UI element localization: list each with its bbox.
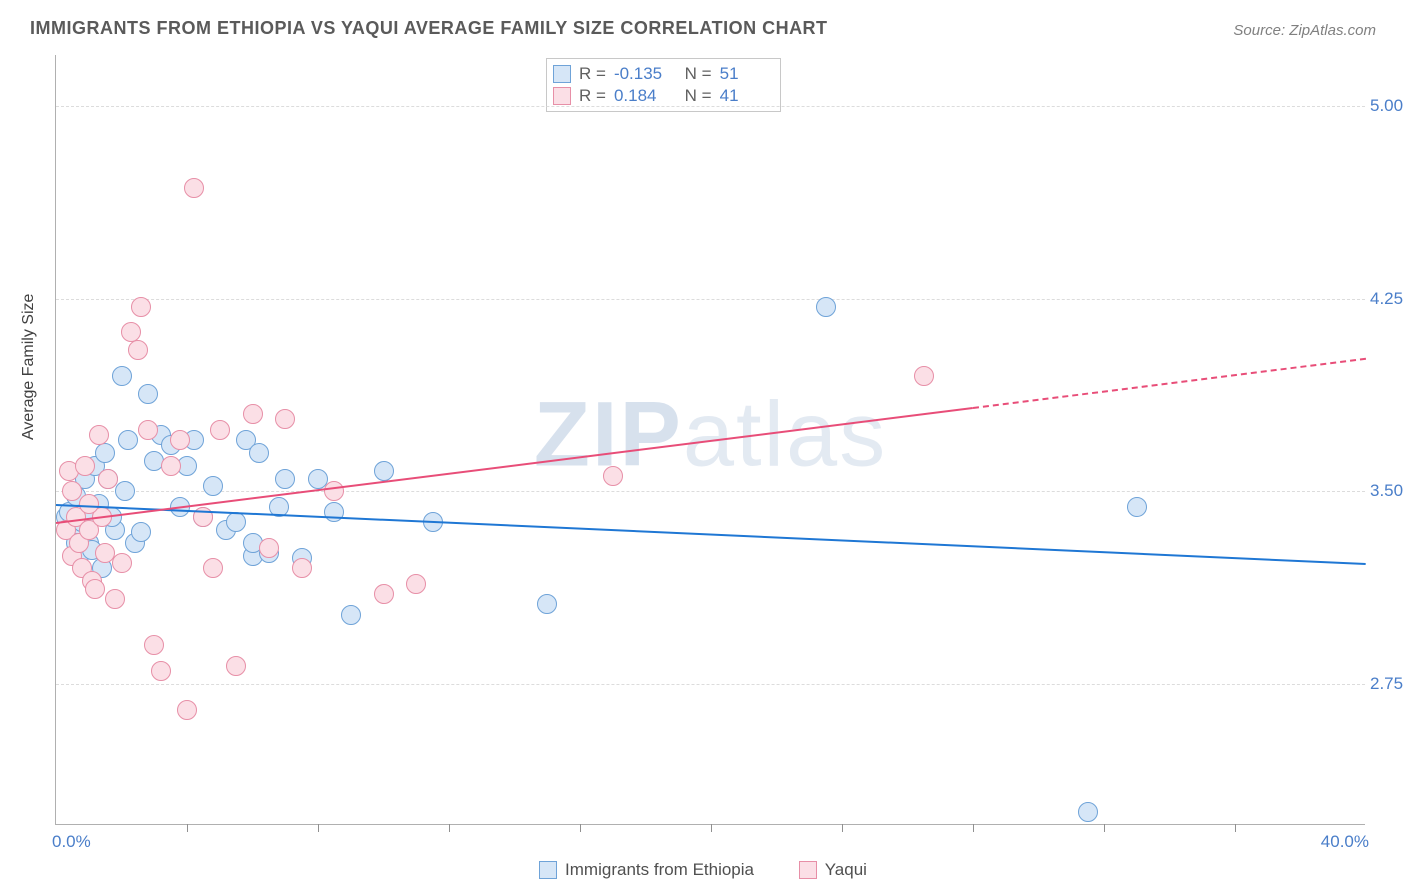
scatter-point-ethiopia xyxy=(112,366,132,386)
y-tick-label: 4.25 xyxy=(1370,289,1406,309)
r-label: R = xyxy=(579,86,606,106)
stats-row-yaqui: R = 0.184 N = 41 xyxy=(553,85,770,107)
scatter-point-yaqui xyxy=(85,579,105,599)
scatter-point-yaqui xyxy=(243,404,263,424)
scatter-point-yaqui xyxy=(75,456,95,476)
bottom-legend: Immigrants from Ethiopia Yaqui xyxy=(0,860,1406,884)
plot-area: ZIPatlas R = -0.135 N = 51 R = 0.184 N =… xyxy=(55,55,1365,825)
x-tick xyxy=(318,824,319,832)
scatter-point-yaqui xyxy=(603,466,623,486)
scatter-point-yaqui xyxy=(112,553,132,573)
y-tick-label: 5.00 xyxy=(1370,96,1406,116)
source-prefix: Source: xyxy=(1233,22,1285,39)
scatter-point-ethiopia xyxy=(249,443,269,463)
y-tick-label: 2.75 xyxy=(1370,674,1406,694)
x-axis-start-label: 0.0% xyxy=(52,832,91,852)
x-tick xyxy=(449,824,450,832)
scatter-point-ethiopia xyxy=(1127,497,1147,517)
scatter-point-yaqui xyxy=(105,589,125,609)
scatter-point-yaqui xyxy=(275,409,295,429)
scatter-point-ethiopia xyxy=(226,512,246,532)
scatter-point-yaqui xyxy=(144,635,164,655)
legend-swatch-yaqui xyxy=(799,861,817,879)
scatter-point-ethiopia xyxy=(341,605,361,625)
x-tick xyxy=(842,824,843,832)
r-value-ethiopia: -0.135 xyxy=(614,64,664,84)
stats-legend-box: R = -0.135 N = 51 R = 0.184 N = 41 xyxy=(546,58,781,112)
scatter-point-yaqui xyxy=(128,340,148,360)
gridline-h xyxy=(56,106,1365,107)
x-tick xyxy=(1235,824,1236,832)
x-tick xyxy=(973,824,974,832)
n-label: N = xyxy=(685,64,712,84)
swatch-ethiopia xyxy=(553,65,571,83)
n-label: N = xyxy=(685,86,712,106)
y-axis-label: Average Family Size xyxy=(20,294,38,440)
x-tick xyxy=(1104,824,1105,832)
x-tick xyxy=(580,824,581,832)
r-label: R = xyxy=(579,64,606,84)
scatter-point-yaqui xyxy=(292,558,312,578)
scatter-point-yaqui xyxy=(131,297,151,317)
scatter-point-yaqui xyxy=(203,558,223,578)
scatter-point-yaqui xyxy=(210,420,230,440)
legend-item-yaqui: Yaqui xyxy=(799,860,867,880)
legend-label-yaqui: Yaqui xyxy=(825,860,867,880)
source-name: ZipAtlas.com xyxy=(1289,22,1376,39)
source-attribution: Source: ZipAtlas.com xyxy=(1233,22,1376,39)
n-value-ethiopia: 51 xyxy=(720,64,770,84)
x-tick xyxy=(187,824,188,832)
swatch-yaqui xyxy=(553,87,571,105)
gridline-h xyxy=(56,684,1365,685)
scatter-point-yaqui xyxy=(98,469,118,489)
scatter-point-ethiopia xyxy=(118,430,138,450)
scatter-point-yaqui xyxy=(374,584,394,604)
scatter-point-ethiopia xyxy=(203,476,223,496)
scatter-point-ethiopia xyxy=(138,384,158,404)
scatter-point-yaqui xyxy=(406,574,426,594)
scatter-point-ethiopia xyxy=(816,297,836,317)
scatter-point-ethiopia xyxy=(275,469,295,489)
scatter-point-yaqui xyxy=(79,494,99,514)
scatter-point-ethiopia xyxy=(1078,802,1098,822)
scatter-point-yaqui xyxy=(89,425,109,445)
scatter-point-ethiopia xyxy=(95,443,115,463)
stats-row-ethiopia: R = -0.135 N = 51 xyxy=(553,63,770,85)
scatter-point-yaqui xyxy=(138,420,158,440)
scatter-point-yaqui xyxy=(177,700,197,720)
scatter-point-yaqui xyxy=(161,456,181,476)
scatter-point-ethiopia xyxy=(374,461,394,481)
r-value-yaqui: 0.184 xyxy=(614,86,664,106)
scatter-point-yaqui xyxy=(184,178,204,198)
scatter-point-ethiopia xyxy=(115,481,135,501)
scatter-point-yaqui xyxy=(226,656,246,676)
legend-item-ethiopia: Immigrants from Ethiopia xyxy=(539,860,754,880)
gridline-h xyxy=(56,299,1365,300)
legend-label-ethiopia: Immigrants from Ethiopia xyxy=(565,860,754,880)
watermark-thin: atlas xyxy=(683,383,887,485)
scatter-point-yaqui xyxy=(324,481,344,501)
x-axis-end-label: 40.0% xyxy=(1321,832,1369,852)
scatter-point-yaqui xyxy=(914,366,934,386)
y-tick-label: 3.50 xyxy=(1370,481,1406,501)
x-tick xyxy=(711,824,712,832)
scatter-point-yaqui xyxy=(151,661,171,681)
scatter-point-yaqui xyxy=(170,430,190,450)
scatter-point-ethiopia xyxy=(537,594,557,614)
n-value-yaqui: 41 xyxy=(720,86,770,106)
scatter-point-yaqui xyxy=(259,538,279,558)
trendline-yaqui-dashed xyxy=(973,358,1366,409)
chart-title: IMMIGRANTS FROM ETHIOPIA VS YAQUI AVERAG… xyxy=(30,18,828,39)
watermark: ZIPatlas xyxy=(534,382,887,487)
legend-swatch-ethiopia xyxy=(539,861,557,879)
scatter-point-ethiopia xyxy=(131,522,151,542)
gridline-h xyxy=(56,491,1365,492)
